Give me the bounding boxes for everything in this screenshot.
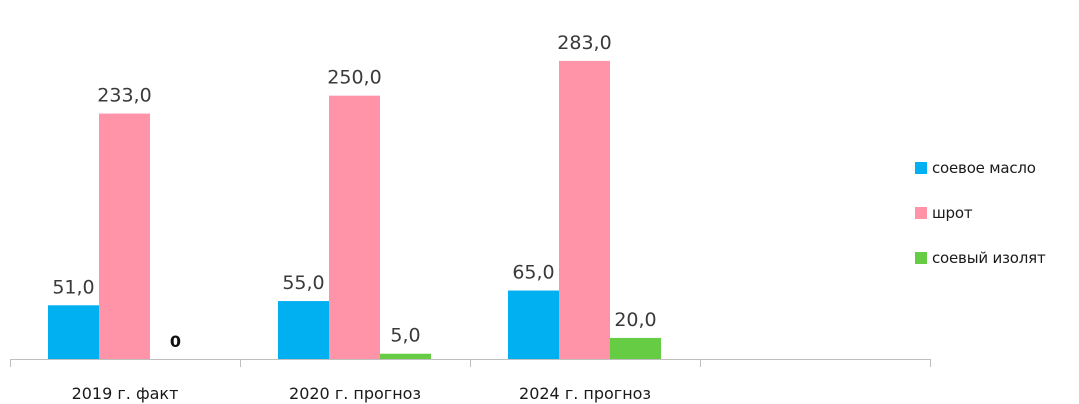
legend-item-1: соевое масло bbox=[915, 158, 1036, 178]
data-label-1-1: 51,0 bbox=[52, 276, 94, 298]
bar-1-2 bbox=[278, 301, 329, 359]
data-label-2-1: 233,0 bbox=[97, 85, 151, 107]
bar-3-2 bbox=[380, 353, 431, 359]
data-label-3-1: 0 bbox=[170, 332, 181, 351]
legend-label: соевый изолят bbox=[932, 249, 1046, 267]
legend-swatch bbox=[915, 252, 927, 264]
legend-item-2: шрот bbox=[915, 203, 973, 223]
bar-1-1 bbox=[48, 305, 99, 359]
legend-item-3: соевый изолят bbox=[915, 248, 1046, 268]
x-tick-label-2: 2020 г. прогноз bbox=[289, 384, 421, 403]
legend-label: шрот bbox=[932, 204, 973, 222]
data-label-3-2: 5,0 bbox=[390, 325, 420, 347]
legend-label: соевое масло bbox=[932, 159, 1036, 177]
data-label-1-3: 65,0 bbox=[512, 262, 554, 284]
data-label-2-2: 250,0 bbox=[327, 67, 381, 89]
legend-swatch bbox=[915, 207, 927, 219]
x-tick-label-3: 2024 г. прогноз bbox=[519, 384, 651, 403]
bar-3-3 bbox=[610, 337, 661, 359]
bar-1-3 bbox=[508, 290, 559, 359]
bar-2-2 bbox=[329, 95, 380, 360]
bar-2-1 bbox=[99, 113, 150, 359]
x-tick-label-1: 2019 г. факт bbox=[72, 384, 179, 403]
legend-swatch bbox=[915, 162, 927, 174]
data-label-1-2: 55,0 bbox=[282, 272, 324, 294]
data-label-2-3: 283,0 bbox=[557, 32, 611, 54]
data-label-3-3: 20,0 bbox=[614, 309, 656, 331]
bar-2-3 bbox=[559, 60, 610, 359]
